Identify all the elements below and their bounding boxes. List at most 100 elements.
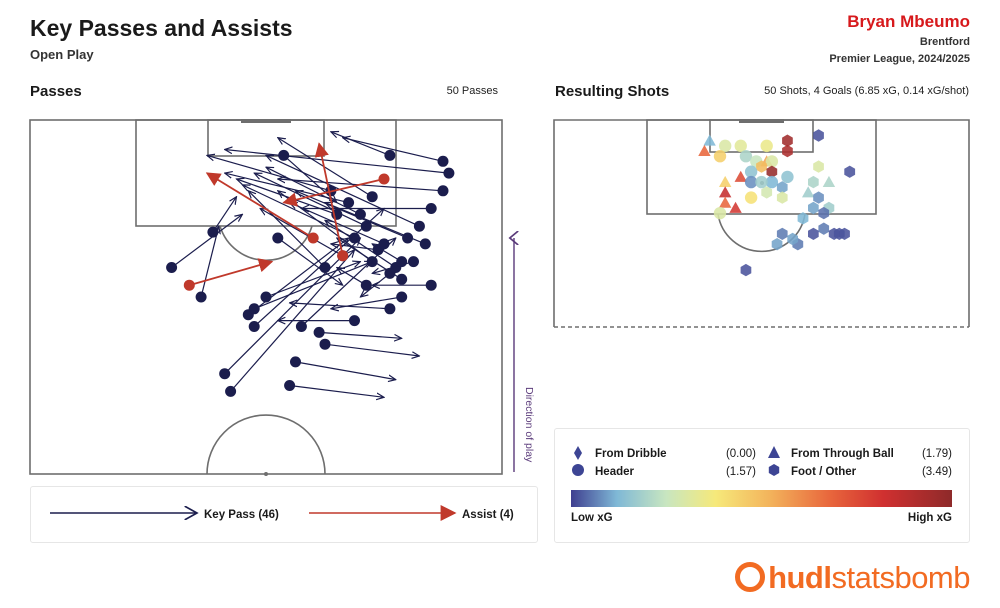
assist-legend-label: Assist (4) (462, 509, 514, 521)
key-pass-origin-dot (425, 203, 437, 214)
key-pass-origin-dot (319, 262, 331, 273)
triangle-icon (768, 446, 780, 458)
shot-hexagon-marker (776, 191, 788, 204)
key-pass-origin-dot (437, 155, 449, 167)
key-pass-origin-dot (260, 291, 272, 303)
pass-layer (166, 132, 455, 398)
assist-origin-dot (378, 173, 390, 185)
shot-circle-marker (744, 175, 758, 189)
key-pass-origin-dot (384, 303, 396, 315)
key-pass-arrow (265, 262, 360, 298)
legend-header-value: (1.57) (726, 466, 756, 478)
key-pass-arrow (266, 155, 420, 227)
key-pass-arrow (331, 296, 402, 309)
key-pass-origin-dot (343, 197, 355, 209)
shot-hexagon-marker (844, 165, 856, 178)
shot-hexagon-marker (813, 160, 824, 173)
diamond-icon (574, 446, 582, 460)
high-xg-label: High xG (908, 512, 952, 524)
key-pass-arrow (200, 226, 219, 298)
shots-pitch (553, 119, 970, 328)
shot-triangle-marker (698, 144, 711, 157)
key-pass-arrow (225, 173, 349, 204)
shot-hexagon-marker (813, 191, 824, 204)
circle-icon (572, 464, 584, 476)
key-pass-origin-dot (284, 380, 296, 391)
key-pass-origin-dot (437, 185, 449, 197)
passes-title: Passes (30, 83, 82, 100)
hexagon-icon (768, 464, 780, 476)
shot-circle-marker (718, 139, 732, 153)
shot-triangle-marker (718, 196, 732, 208)
center-circle-arc (206, 414, 326, 475)
shot-circle-marker (781, 170, 794, 184)
legend-foot-label: Foot / Other (791, 466, 857, 478)
legend-dribble-label: From Dribble (595, 448, 667, 460)
shot-circle-marker (765, 155, 779, 168)
key-pass-arrow (289, 384, 384, 398)
key-pass-origin-dot (295, 321, 307, 332)
shot-hexagon-marker (782, 144, 793, 158)
key-pass-origin-dot (396, 273, 408, 285)
legend-foot-value: (3.49) (922, 466, 952, 478)
legend-header-label: Header (595, 466, 635, 478)
key-pass-arrow (171, 214, 243, 268)
key-pass-origin-dot (225, 385, 237, 397)
key-pass-origin-dot (248, 303, 260, 315)
key-pass-origin-dot (272, 232, 284, 244)
page-title: Key Passes and Assists (30, 15, 293, 41)
shot-hexagon-marker (813, 129, 824, 142)
shot-circle-marker (765, 175, 779, 189)
key-pass-origin-dot (413, 220, 425, 232)
shot-circle-marker (744, 165, 758, 178)
key-pass-arrow (253, 262, 372, 310)
player-name: Bryan Mbeumo (847, 12, 970, 31)
shot-circle-marker (744, 191, 758, 204)
shot-legend-box (554, 428, 970, 543)
key-pass-origin-dot (349, 315, 360, 327)
shot-hexagon-marker (818, 222, 830, 235)
key-pass-arrow (230, 250, 355, 392)
key-pass-origin-dot (195, 291, 207, 303)
assist-origin-dot (337, 250, 349, 262)
key-pass-arrow (331, 132, 391, 156)
shot-triangle-marker (703, 134, 716, 146)
shot-triangle-marker (734, 170, 747, 182)
shot-triangle-marker (729, 201, 742, 213)
key-pass-arrow (295, 361, 396, 380)
key-pass-arrow (325, 203, 426, 245)
key-pass-arrow (277, 237, 343, 285)
competition-label: Premier League, 2024/2025 (829, 53, 970, 65)
assist-arrow (205, 172, 314, 239)
six-yard-box (207, 119, 325, 157)
shot-hexagon-marker (756, 160, 767, 173)
key-pass-origin-dot (384, 149, 396, 161)
shots-goal-marker (739, 119, 784, 123)
key-pass-origin-dot (290, 356, 301, 368)
shot-layer (698, 129, 856, 277)
key-pass-arrow (372, 244, 403, 263)
shot-hexagon-marker (776, 181, 788, 194)
shots-pitch-outline (553, 119, 970, 327)
shot-triangle-marker (718, 186, 732, 198)
shot-hexagon-marker (839, 227, 850, 240)
key-pass-origin-dot (166, 262, 178, 273)
shot-triangle-marker (822, 175, 836, 188)
key-pass-origin-dot (354, 208, 366, 220)
key-pass-arrow (296, 191, 408, 239)
shot-hexagon-marker (828, 227, 840, 240)
shots-penalty-arc (717, 213, 806, 253)
hudl-statsbomb-logo: hudlstatsbomb (735, 560, 970, 596)
key-pass-arrow (290, 303, 390, 310)
assist-arrow (314, 142, 344, 256)
direction-label: Direction of play (523, 387, 535, 463)
assist-arrow (282, 178, 385, 207)
key-pass-origin-dot (278, 149, 290, 161)
key-pass-arrow (290, 203, 385, 245)
page-subtitle: Open Play (30, 47, 94, 62)
key-pass-origin-dot (443, 167, 455, 179)
shot-hexagon-marker (740, 263, 752, 277)
key-pass-origin-dot (378, 238, 390, 250)
shot-hexagon-marker (776, 227, 788, 240)
